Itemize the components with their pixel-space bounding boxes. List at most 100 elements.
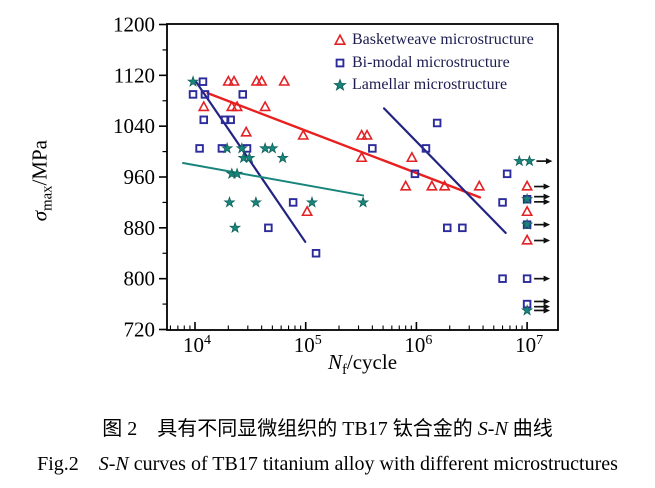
basketweave-point bbox=[521, 205, 534, 217]
lamellar-point bbox=[521, 192, 534, 205]
lamellar-point bbox=[276, 151, 289, 164]
lamellar-point bbox=[231, 167, 244, 179]
y-tick-label: 800 bbox=[124, 267, 156, 291]
runout-arrow-head bbox=[543, 193, 551, 200]
x-axis-label: Nf/cycle bbox=[290, 350, 435, 379]
caption-english: Fig.2 S-N curves of TB17 titanium alloy … bbox=[0, 447, 655, 476]
lamellar-point bbox=[243, 151, 256, 164]
lamellar-point bbox=[235, 142, 248, 154]
basketweave-point bbox=[228, 74, 240, 86]
runout-arrow-head bbox=[543, 303, 551, 310]
x-tick-label: 104 bbox=[183, 333, 211, 357]
caption-cn-sn: S-N bbox=[477, 418, 508, 440]
basketweave-point bbox=[301, 205, 314, 217]
bimodal-point bbox=[220, 115, 230, 125]
x-tick-exponent: 7 bbox=[536, 333, 543, 348]
runout-arrow-head bbox=[543, 275, 551, 282]
bimodal-point bbox=[432, 118, 442, 128]
x-tick-label: 107 bbox=[515, 333, 543, 357]
caption-en-prefix: Fig.2 bbox=[37, 453, 99, 475]
trend-line-lamellar bbox=[182, 162, 365, 197]
bimodal-point bbox=[498, 198, 507, 207]
bimodal-point bbox=[311, 248, 321, 258]
lamellar-point bbox=[186, 75, 200, 87]
runout-arrow-head bbox=[545, 158, 553, 165]
basketweave-point bbox=[355, 151, 368, 163]
legend-label-basketweave: Basketweave microstructure bbox=[352, 31, 534, 49]
triangle-marker-icon bbox=[333, 33, 347, 46]
basketweave-point bbox=[297, 128, 310, 140]
lamellar-point bbox=[513, 154, 526, 167]
basketweave-point bbox=[405, 151, 418, 163]
bimodal-point bbox=[522, 274, 532, 283]
basketweave-point bbox=[425, 179, 438, 191]
basketweave-point bbox=[240, 125, 253, 137]
basketweave-point bbox=[473, 179, 486, 191]
y-tick-label: 1120 bbox=[114, 63, 155, 87]
x-axis-label-n: N bbox=[327, 350, 342, 374]
runout-arrow-head bbox=[543, 307, 551, 314]
basketweave-point bbox=[222, 74, 235, 86]
basketweave-point bbox=[255, 74, 268, 86]
bimodal-point bbox=[421, 144, 431, 153]
caption-en-sn: S-N bbox=[98, 453, 129, 475]
lamellar-point bbox=[249, 196, 262, 208]
runout-arrow-head bbox=[543, 298, 551, 305]
legend-label-lamellar: Lamellar microstructure bbox=[352, 76, 508, 94]
y-axis-label-sub: max bbox=[39, 185, 56, 211]
x-axis-label-sub: f bbox=[341, 362, 347, 379]
bimodal-point bbox=[199, 115, 209, 125]
bimodal-point bbox=[368, 144, 377, 153]
lamellar-point bbox=[523, 154, 536, 167]
basketweave-point bbox=[231, 100, 244, 112]
lamellar-point bbox=[228, 221, 242, 233]
trend-line-basketweave bbox=[206, 91, 482, 199]
star-marker-icon bbox=[333, 78, 347, 92]
x-axis-label-unit: /cycle bbox=[346, 350, 398, 374]
y-tick-label: 720 bbox=[124, 318, 156, 342]
caption-chinese: 图 2 具有不同显微组织的 TB17 钛合金的 S-N 曲线 bbox=[0, 412, 655, 441]
caption-cn-suffix: 曲线 bbox=[507, 418, 553, 440]
bimodal-point bbox=[498, 274, 507, 283]
bimodal-point bbox=[188, 90, 198, 99]
basketweave-point bbox=[521, 179, 534, 191]
bimodal-point bbox=[198, 77, 208, 86]
trend-line-bimodal-low-cycle bbox=[194, 80, 307, 243]
legend: Basketweave microstructure Bi-modal micr… bbox=[333, 29, 563, 97]
lamellar-point bbox=[521, 304, 534, 316]
x-tick-exponent: 4 bbox=[204, 333, 211, 348]
legend-item-lamellar: Lamellar microstructure bbox=[333, 74, 563, 97]
basketweave-point bbox=[259, 100, 272, 112]
bimodal-point bbox=[443, 223, 452, 233]
bimodal-point bbox=[226, 115, 235, 125]
x-tick-label: 105 bbox=[294, 333, 322, 357]
x-tick-exponent: 6 bbox=[425, 333, 432, 348]
trend-line-bimodal-high-cycle bbox=[382, 107, 507, 235]
runout-arrow-head bbox=[543, 198, 551, 205]
lamellar-point bbox=[521, 218, 534, 230]
lamellar-point bbox=[266, 142, 279, 154]
basketweave-point bbox=[399, 179, 412, 191]
legend-item-bimodal: Bi-modal microstructure bbox=[333, 52, 563, 75]
x-tick-exponent: 5 bbox=[315, 333, 322, 348]
bimodal-point bbox=[502, 169, 512, 179]
lamellar-point bbox=[357, 196, 370, 208]
bimodal-point bbox=[410, 169, 420, 179]
bimodal-point bbox=[458, 223, 467, 233]
basketweave-point bbox=[361, 128, 373, 140]
bimodal-point bbox=[195, 144, 204, 153]
bimodal-point bbox=[264, 223, 273, 233]
basketweave-point bbox=[438, 179, 451, 191]
y-axis-label-unit: /MPa bbox=[27, 140, 52, 186]
legend-item-basketweave: Basketweave microstructure bbox=[333, 29, 563, 52]
caption-cn-prefix: 图 2 具有不同显微组织的 TB17 钛合金的 bbox=[102, 418, 478, 440]
caption-en-suffix: curves of TB17 titanium alloy with diffe… bbox=[128, 453, 618, 475]
basketweave-point bbox=[278, 74, 291, 86]
basketweave-point bbox=[197, 100, 210, 112]
runout-arrow-head bbox=[543, 221, 551, 228]
lamellar-point bbox=[305, 196, 319, 208]
bimodal-point bbox=[200, 90, 210, 99]
bimodal-point bbox=[238, 90, 248, 99]
y-tick-label: 960 bbox=[124, 165, 156, 189]
